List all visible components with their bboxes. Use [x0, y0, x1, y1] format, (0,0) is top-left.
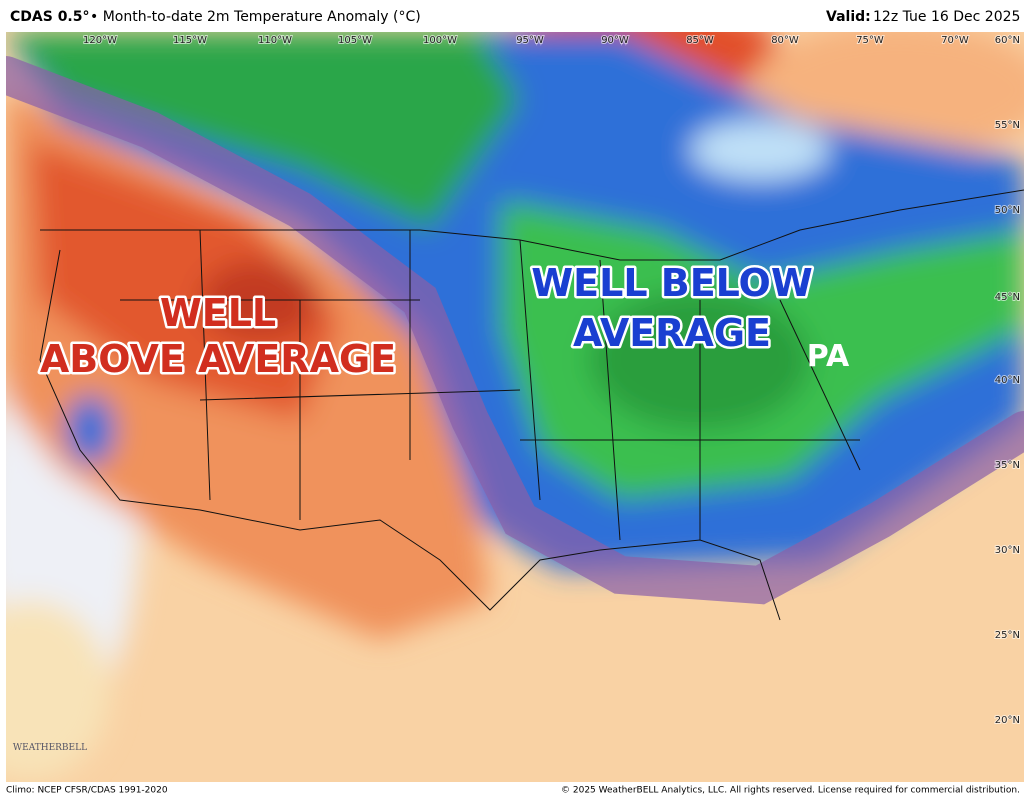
annotation: AVERAGE — [573, 311, 771, 355]
boundary-band — [6, 56, 1024, 605]
longitude-label: 95°W — [516, 35, 544, 46]
latitude-label: 25°N — [995, 630, 1020, 641]
climo: Climo: NCEP CFSR/CDAS 1991-2020 — [6, 786, 168, 796]
longitude-label: 90°W — [601, 35, 629, 46]
description: • Month-to-date 2m Temperature Anomaly (… — [90, 9, 421, 25]
logo: WEATHERBELL — [13, 743, 87, 753]
latitude-label: 40°N — [995, 375, 1020, 386]
longitude-label: 75°W — [856, 35, 884, 46]
longitude-label: 85°W — [686, 35, 714, 46]
annotation: WELL — [160, 291, 276, 335]
valid-label: Valid: — [826, 9, 871, 25]
product: CDAS 0.5° — [10, 9, 90, 25]
latitude-label: 50°N — [995, 205, 1020, 216]
copyright: © 2025 WeatherBELL Analytics, LLC. All r… — [561, 786, 1020, 796]
state-label: PA — [807, 339, 850, 374]
map — [6, 32, 1024, 782]
longitude-label: 100°W — [423, 35, 457, 46]
latitude-label: 45°N — [995, 292, 1020, 303]
latitude-label: 60°N — [995, 35, 1020, 46]
longitude-label: 120°W — [83, 35, 117, 46]
latitude-label: 20°N — [995, 715, 1020, 726]
valid-time: 12z Tue 16 Dec 2025 — [873, 9, 1020, 25]
annotation: WELL BELOW — [531, 261, 813, 305]
latitude-label: 35°N — [995, 460, 1020, 471]
longitude-label: 115°W — [173, 35, 207, 46]
longitude-label: 105°W — [338, 35, 372, 46]
annotation: ABOVE AVERAGE — [40, 337, 396, 381]
latitude-label: 30°N — [995, 545, 1020, 556]
longitude-label: 110°W — [258, 35, 292, 46]
latitude-label: 55°N — [995, 120, 1020, 131]
longitude-label: 70°W — [941, 35, 969, 46]
borders — [39, 189, 1024, 621]
longitude-label: 80°W — [771, 35, 799, 46]
